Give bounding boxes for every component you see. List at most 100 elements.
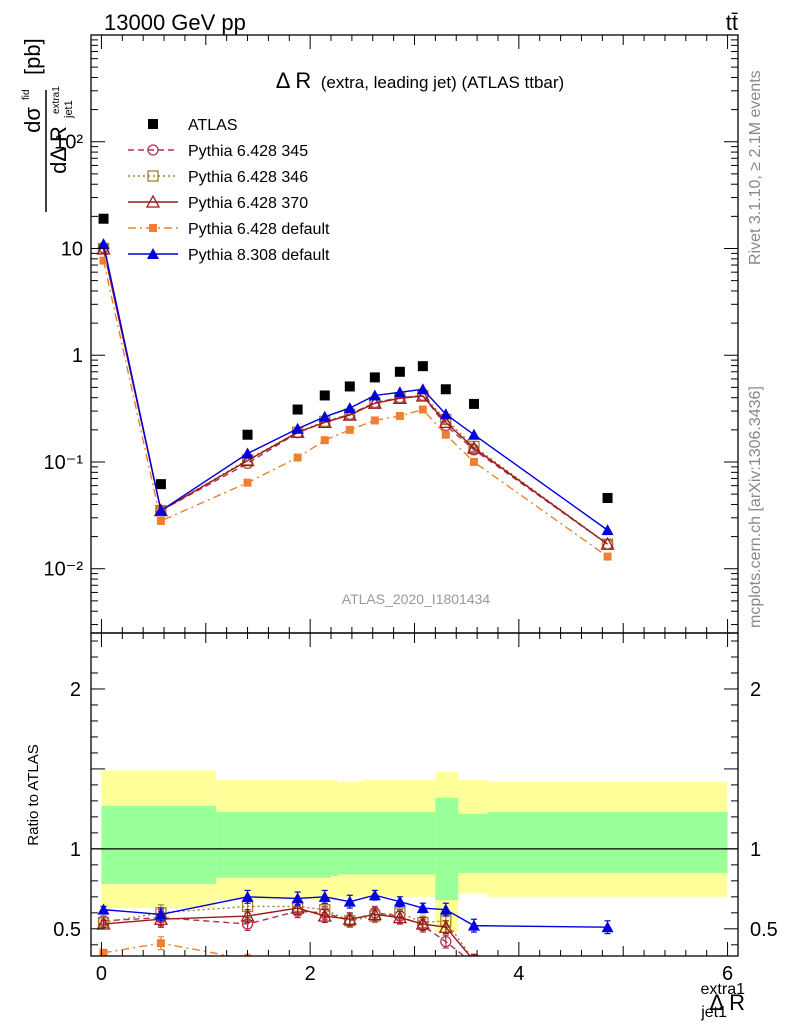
- uncertainty-band-inner-4: [362, 812, 436, 875]
- point-p370-9: [438, 415, 453, 429]
- ratio-point-p6def-0: [99, 948, 108, 956]
- point-ATLAS-5: [344, 381, 355, 392]
- point-p6def-9: [441, 430, 450, 439]
- legend-item-ATLAS: ATLAS: [148, 117, 238, 134]
- point-p8def-5: [343, 402, 356, 414]
- uncertainty-band-inner-7: [487, 812, 728, 873]
- point-ATLAS-11: [602, 492, 613, 503]
- svg-text:jet1: jet1: [63, 100, 75, 119]
- ratio-point-p370-7: [392, 910, 407, 924]
- ratio-point-p370-6: [367, 907, 382, 921]
- process-label: 13000 GeV pp: [104, 10, 246, 35]
- ratio-point-p346-10: [468, 955, 480, 956]
- legend-label-p346: Pythia 6.428 346: [188, 169, 308, 186]
- point-p370-5: [342, 407, 357, 421]
- point-p370-11: [600, 536, 615, 550]
- series-ATLAS: [98, 213, 613, 503]
- legend-label-p8def: Pythia 8.308 default: [188, 247, 330, 264]
- main-ytick-label: 10⁻²: [44, 559, 84, 581]
- ratio-xlabel: Δ R: [710, 990, 745, 1015]
- uncertainty-band-inner-2: [331, 812, 339, 877]
- legend-marker-p6def: [149, 224, 157, 232]
- ratio-point-p8def-11: [601, 921, 614, 933]
- point-p6def-5: [345, 425, 354, 434]
- ratio-point-p8def-4: [318, 890, 331, 902]
- legend-label-p370: Pythia 6.428 370: [188, 195, 308, 212]
- ratio-point-p6def-1: [156, 939, 165, 948]
- legend-marker-p8def: [147, 248, 159, 259]
- point-p6def-4: [320, 436, 329, 445]
- point-ATLAS-10: [468, 398, 479, 409]
- uncertainty-band-inner-1: [216, 812, 332, 878]
- point-p6def-10: [469, 457, 478, 466]
- xlabel-sub: jet1: [700, 1004, 727, 1021]
- series-p6def: [99, 256, 612, 561]
- point-ATLAS-2: [242, 429, 253, 440]
- ratio-ytick-label-right: 0.5: [750, 919, 778, 941]
- legend-marker-p370: [145, 194, 161, 208]
- ratio-point-p8def-6: [368, 889, 381, 901]
- point-p8def-9: [439, 408, 452, 420]
- point-ATLAS-1: [155, 479, 166, 490]
- ratio-point-p370-9: [438, 919, 453, 933]
- ratio-point-p8def-8: [416, 902, 429, 914]
- legend-label-p6def: Pythia 6.428 default: [188, 221, 330, 238]
- main-ytick-label: 1: [72, 345, 83, 367]
- ratio-plot: 0.5 0.5 1 1 2 2 0 2 4 6: [53, 632, 778, 985]
- point-p6def-3: [293, 453, 302, 462]
- ratio-series-p8def: [97, 889, 614, 935]
- ratio-point-p8def-9: [439, 903, 452, 915]
- point-ATLAS-6: [369, 372, 380, 383]
- main-ytick-label: 10²: [54, 132, 83, 154]
- legend-label-ATLAS: ATLAS: [188, 117, 238, 134]
- ratio-point-p345-9: [440, 935, 452, 948]
- ratio-point-p8def-10: [467, 919, 480, 931]
- point-p6def-6: [370, 416, 379, 425]
- legend-marker-p346: [147, 170, 159, 182]
- legend-item-p346: Pythia 6.428 346: [128, 169, 308, 186]
- point-ATLAS-3: [292, 404, 303, 415]
- point-p8def-6: [368, 389, 381, 401]
- ratio-point-p8def-2: [241, 890, 254, 902]
- ratio-point-p8def-3: [291, 892, 304, 904]
- point-p6def-1: [156, 516, 165, 525]
- point-ATLAS-8: [417, 361, 428, 372]
- legend-item-p370: Pythia 6.428 370: [128, 194, 308, 212]
- legend-item-p8def: Pythia 8.308 default: [128, 247, 330, 264]
- ratio-point-p370-4: [317, 908, 332, 922]
- ratio-ytick-label: 1: [70, 839, 81, 861]
- point-ATLAS-4: [319, 390, 330, 401]
- ratio-line-p6def: [103, 942, 235, 956]
- svg-text:dΔ R: dΔ R: [46, 126, 71, 174]
- point-p8def-7: [393, 386, 406, 398]
- ratio-point-p8def-0: [97, 903, 110, 915]
- final-state-label: tt̄: [726, 10, 738, 35]
- point-p8def-8: [416, 383, 429, 395]
- legend-marker-p345: [147, 144, 159, 156]
- ratio-ytick-label-right: 1: [750, 839, 761, 861]
- chart-title: Δ R (extra, leading jet) (ATLAS ttbar): [276, 68, 564, 93]
- legend-label-p345: Pythia 6.428 345: [188, 143, 308, 160]
- series-line-p370: [102, 248, 608, 545]
- ratio-xtick-label: 2: [305, 963, 316, 985]
- point-p8def-0: [97, 238, 110, 250]
- legend-marker-ATLAS: [148, 119, 158, 129]
- rivet-label: Rivet 3.1.10, ≥ 2.1M events: [747, 70, 764, 265]
- ratio-ytick-label: 0.5: [53, 919, 81, 941]
- point-ATLAS-9: [440, 384, 451, 395]
- point-p6def-2: [243, 478, 252, 487]
- series-p370: [96, 241, 615, 550]
- mcplots-label: mcplots.cern.ch [arXiv:1306.3436]: [747, 386, 764, 628]
- chart-title-main: Δ R: [276, 68, 311, 93]
- point-p8def-1: [154, 504, 167, 516]
- series-p345: [97, 241, 614, 550]
- ratio-point-p345-10: [469, 959, 479, 969]
- point-p370-10: [466, 440, 482, 454]
- point-p8def-3: [291, 422, 304, 434]
- point-p8def-10: [467, 428, 480, 440]
- svg-text:fid: fid: [21, 89, 32, 100]
- ratio-point-p370-8: [415, 916, 430, 930]
- ratio-point-p370-5: [342, 911, 357, 925]
- series-p8def: [97, 238, 614, 536]
- point-p6def-11: [603, 552, 612, 561]
